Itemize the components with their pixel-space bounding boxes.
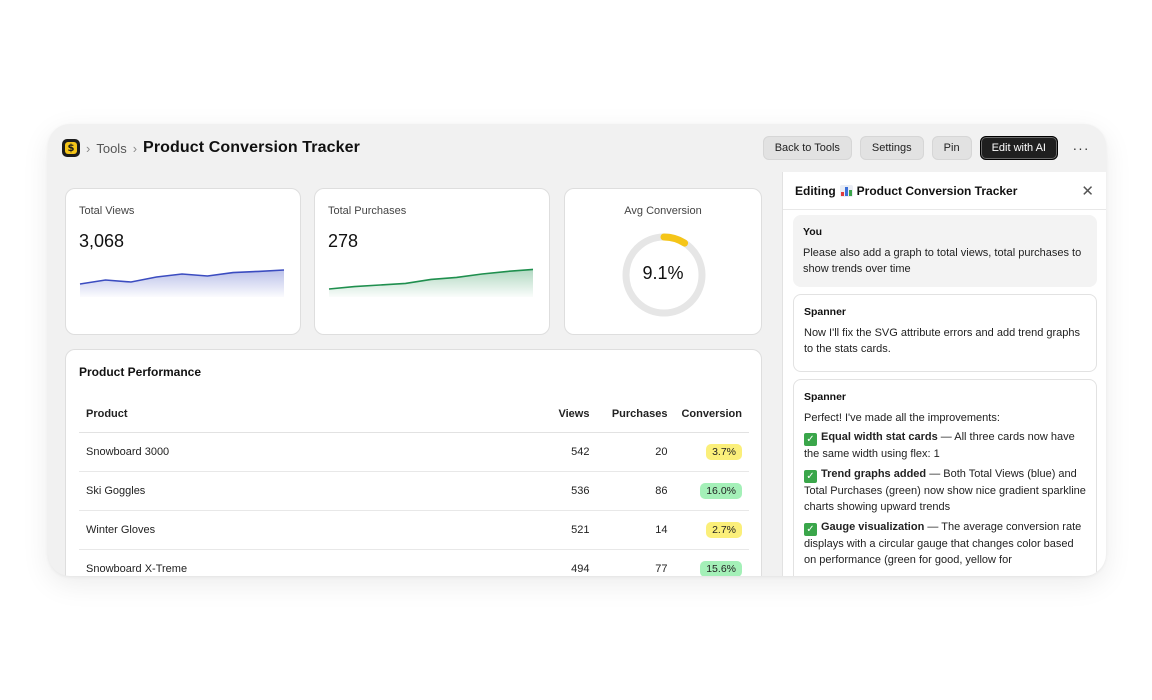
- sparkline-area: [329, 269, 533, 297]
- sparkline-line: [79, 269, 285, 285]
- checkmark-icon: ✓: [804, 469, 817, 483]
- pin-button[interactable]: Pin: [931, 136, 972, 160]
- column-header-conversion[interactable]: Conversion: [674, 396, 749, 433]
- improvement-item: ✓ Equal width stat cards — All three card…: [804, 429, 1086, 463]
- chat-message-user: You Please also add a graph to total vie…: [793, 215, 1097, 287]
- message-author: You: [803, 226, 823, 238]
- column-header-purchases[interactable]: Purchases: [596, 396, 675, 433]
- cell-conversion: 15.6%: [674, 549, 749, 576]
- chat-message-assistant: Spanner Perfect! I've made all the impro…: [793, 379, 1097, 576]
- cell-product: Snowboard X-Treme: [79, 549, 517, 576]
- more-options-icon[interactable]: ···: [1072, 140, 1090, 156]
- conversion-gauge: [622, 233, 706, 317]
- table-body: Snowboard 3000 542 20 3.7% Ski Goggles 536 86 1…: [79, 432, 749, 576]
- table-row[interactable]: Winter Gloves 521 14 2.7%: [79, 510, 749, 550]
- improvement-text: — Both Total Views (blue) and Total Purc…: [804, 467, 1086, 514]
- conversion-badge: 16.0%: [700, 482, 742, 499]
- product-performance-table: Product Views Purchases Conversion Snowb…: [79, 396, 749, 576]
- cell-purchases: 77: [596, 549, 675, 576]
- cell-product: Winter Gloves: [79, 510, 517, 550]
- improvement-text: — All three cards now have the same widt…: [804, 431, 1075, 460]
- page-title: Product Conversion Tracker: [143, 139, 360, 156]
- cell-views: 536: [516, 471, 597, 511]
- cell-views: 521: [516, 510, 597, 550]
- close-icon[interactable]: ✕: [1081, 182, 1094, 200]
- sparkline-area: [80, 270, 284, 297]
- message-text: Please also add a graph to total views, …: [803, 246, 1082, 276]
- panel-header: Editing Product Conversion Tracker ✕: [783, 172, 1106, 210]
- checkmark-icon: ✓: [804, 433, 817, 446]
- table-row[interactable]: Ski Goggles 536 86 16.0%: [79, 471, 749, 511]
- top-bar: $ › Tools › Product Conversion Tracker B…: [48, 124, 1106, 172]
- table-header-row: Product Views Purchases Conversion: [79, 396, 749, 433]
- breadcrumb-chevron-icon: ›: [86, 140, 91, 156]
- dashboard-main: Total Views 3,068 Total Purchases 278 Av…: [48, 172, 782, 576]
- improvement-item: ✓ Trend graphs added — Both Total Views (…: [804, 466, 1086, 516]
- table-row[interactable]: Snowboard X-Treme 494 77 15.6%: [79, 549, 749, 576]
- app-logo-icon[interactable]: $: [62, 139, 80, 157]
- avg-conversion-label: Avg Conversion: [624, 205, 702, 217]
- total-purchases-label: Total Purchases: [328, 205, 407, 217]
- cell-views: 494: [516, 549, 597, 576]
- settings-button[interactable]: Settings: [859, 136, 924, 160]
- cell-product: Ski Goggles: [79, 471, 517, 511]
- breadcrumb-chevron-icon: ›: [132, 140, 138, 156]
- cell-views: 542: [516, 432, 597, 472]
- conversion-badge: 2.7%: [706, 521, 742, 538]
- cell-conversion: 2.7%: [674, 510, 749, 550]
- table-row[interactable]: Snowboard 3000 542 20 3.7%: [79, 432, 749, 472]
- improvement-title: Equal width stat cards: [821, 431, 938, 443]
- editing-panel: Editing Product Conversion Tracker ✕ You…: [782, 172, 1106, 576]
- product-performance-card: Product Performance Product Views Purcha…: [65, 349, 762, 576]
- message-author: Spanner: [804, 306, 847, 318]
- conversion-badge: 15.6%: [700, 560, 742, 576]
- cell-purchases: 86: [596, 471, 675, 511]
- message-text: Now I'll fix the SVG attribute errors an…: [804, 326, 1081, 356]
- cell-purchases: 20: [596, 432, 675, 472]
- breadcrumb-tools-link[interactable]: Tools: [96, 140, 127, 156]
- total-views-sparkline: [79, 269, 285, 297]
- bar-chart-icon: [839, 184, 853, 197]
- avg-conversion-value: 9.1%: [642, 263, 684, 283]
- conversion-badge: 3.7%: [706, 443, 742, 460]
- total-purchases-card: Total Purchases 278: [314, 188, 550, 335]
- chat-message-assistant: Spanner Now I'll fix the SVG attribute e…: [793, 294, 1097, 372]
- checkmark-icon: ✓: [804, 522, 817, 536]
- total-purchases-value: 278: [328, 231, 359, 251]
- message-intro: Perfect! I've made all the improvements:: [804, 411, 1000, 424]
- app-window: $ › Tools › Product Conversion Tracker B…: [48, 124, 1106, 576]
- total-views-card: Total Views 3,068: [65, 188, 301, 335]
- message-author: Spanner: [804, 391, 847, 403]
- cell-conversion: 16.0%: [674, 471, 749, 511]
- cell-purchases: 14: [596, 510, 675, 550]
- gauge-progress-arc: [622, 233, 706, 317]
- panel-title: Product Conversion Tracker: [856, 183, 1018, 198]
- panel-editing-label: Editing: [795, 183, 836, 198]
- column-header-views[interactable]: Views: [516, 396, 597, 433]
- avg-conversion-card: Avg Conversion 9.1%: [564, 188, 762, 335]
- improvement-text: — The average conversion rate displays w…: [804, 520, 1082, 567]
- improvement-title: Trend graphs added: [821, 467, 927, 480]
- improvement-item: ✓ Gauge visualization — The average conve…: [804, 519, 1086, 569]
- column-header-product[interactable]: Product: [79, 396, 517, 433]
- improvement-title: Gauge visualization: [821, 520, 925, 533]
- back-to-tools-button[interactable]: Back to Tools: [762, 136, 852, 160]
- total-purchases-sparkline: [328, 268, 534, 297]
- cell-conversion: 3.7%: [674, 432, 749, 472]
- total-views-label: Total Views: [79, 205, 135, 217]
- cell-product: Snowboard 3000: [79, 432, 517, 472]
- total-views-value: 3,068: [79, 231, 125, 251]
- toolbar-actions: Back to Tools Settings Pin Edit with AI …: [762, 136, 1092, 160]
- product-performance-title: Product Performance: [79, 365, 202, 379]
- sparkline-line: [328, 268, 534, 290]
- edit-with-ai-button[interactable]: Edit with AI: [979, 136, 1058, 160]
